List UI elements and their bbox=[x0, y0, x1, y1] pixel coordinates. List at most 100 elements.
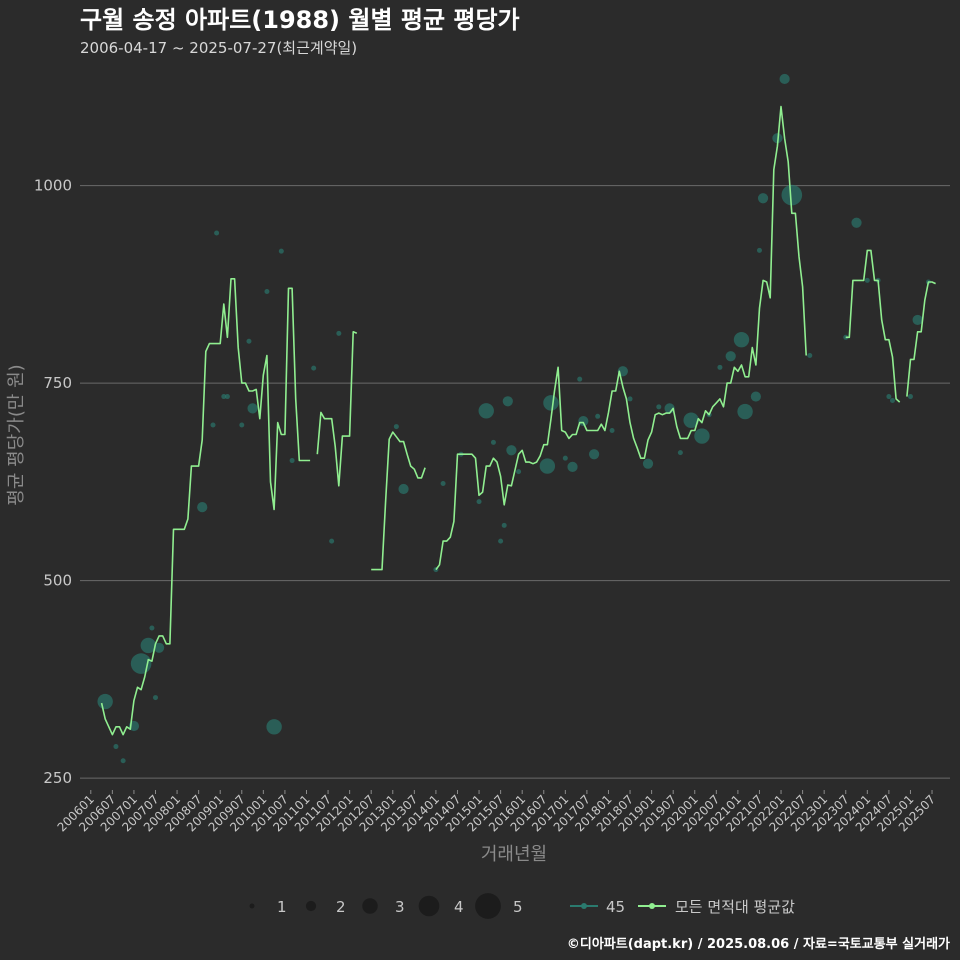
data-point bbox=[264, 288, 270, 294]
data-point bbox=[149, 625, 155, 631]
data-point bbox=[595, 413, 601, 419]
data-point bbox=[329, 538, 335, 544]
data-point bbox=[757, 193, 769, 204]
data-point bbox=[578, 415, 589, 427]
average-line-segment bbox=[906, 281, 936, 397]
data-point bbox=[889, 398, 895, 404]
x-axis-title: 거래년월 bbox=[481, 844, 547, 865]
data-point bbox=[214, 230, 220, 236]
average-line-segment bbox=[371, 431, 426, 571]
data-point bbox=[577, 376, 583, 382]
legend-label-average: 모든 면적대 평균값 bbox=[675, 898, 795, 916]
data-point bbox=[498, 538, 504, 544]
data-point bbox=[886, 394, 892, 400]
data-point bbox=[246, 338, 252, 344]
data-point bbox=[562, 455, 568, 461]
data-point bbox=[694, 428, 710, 444]
average-line-segment bbox=[316, 331, 358, 487]
data-point bbox=[289, 458, 295, 464]
data-point bbox=[609, 428, 615, 434]
average-line-segment bbox=[100, 278, 311, 736]
size-legend-label: 3 bbox=[395, 898, 405, 916]
data-point bbox=[779, 73, 790, 85]
data-point bbox=[656, 404, 662, 410]
data-point bbox=[266, 719, 282, 735]
y-axis-title: 평균 평당가(만 원) bbox=[6, 364, 27, 505]
data-point bbox=[210, 422, 216, 428]
data-point bbox=[516, 469, 522, 475]
y-tick-label: 500 bbox=[43, 572, 72, 590]
data-point bbox=[130, 653, 152, 674]
series-legend: 45 모든 면적대 평균값 bbox=[570, 898, 795, 916]
y-tick-label: 1000 bbox=[34, 177, 72, 195]
y-axis-ticks: 250 500 750 1000 bbox=[34, 177, 72, 788]
size-legend-dot bbox=[362, 898, 378, 914]
data-point bbox=[97, 693, 113, 710]
series-average-line bbox=[100, 105, 936, 736]
size-legend-dot bbox=[249, 903, 255, 909]
data-point bbox=[221, 394, 227, 400]
data-point bbox=[543, 395, 559, 411]
data-point bbox=[642, 458, 654, 469]
size-legend-label: 5 bbox=[513, 898, 523, 916]
data-point bbox=[567, 461, 578, 472]
size-legend: 1 2 3 4 5 bbox=[249, 893, 523, 919]
data-point bbox=[478, 403, 494, 419]
data-point bbox=[476, 499, 482, 505]
series-45-points bbox=[97, 73, 931, 764]
size-legend-label: 4 bbox=[454, 898, 464, 916]
data-point bbox=[588, 449, 600, 460]
source-caption: ©디아파트(dapt.kr) / 2025.08.06 / 자료=국토교통부 실… bbox=[567, 936, 950, 952]
y-tick-label: 250 bbox=[43, 769, 72, 787]
size-legend-dot bbox=[418, 895, 440, 917]
chart-subtitle: 2006-04-17 ~ 2025-07-27(최근계약일) bbox=[80, 39, 357, 57]
size-legend-label: 2 bbox=[336, 898, 346, 916]
chart-title: 구월 송정 아파트(1988) 월별 평균 평당가 bbox=[80, 6, 520, 34]
data-point bbox=[502, 396, 513, 407]
data-point bbox=[239, 422, 245, 428]
data-point bbox=[393, 424, 399, 430]
data-point bbox=[490, 439, 496, 445]
size-legend-label: 1 bbox=[277, 898, 287, 916]
data-point bbox=[506, 445, 517, 456]
data-point bbox=[807, 352, 813, 358]
data-point bbox=[311, 365, 317, 371]
data-point bbox=[627, 396, 633, 402]
legend-key-average-dot bbox=[649, 903, 655, 909]
data-point bbox=[120, 758, 126, 764]
y-tick-label: 750 bbox=[43, 374, 72, 392]
data-point bbox=[907, 394, 913, 400]
data-point bbox=[750, 391, 761, 402]
data-point bbox=[912, 314, 923, 326]
data-point bbox=[153, 642, 165, 653]
size-legend-dot bbox=[475, 893, 501, 919]
data-point bbox=[197, 502, 208, 513]
data-point bbox=[737, 403, 753, 420]
average-line-segment bbox=[435, 105, 807, 571]
data-point bbox=[781, 184, 803, 206]
data-point bbox=[152, 695, 158, 701]
data-point bbox=[113, 744, 119, 750]
data-point bbox=[398, 483, 409, 495]
data-point bbox=[278, 248, 284, 254]
size-legend-dot bbox=[305, 900, 317, 912]
data-point bbox=[224, 394, 230, 400]
legend-label-45: 45 bbox=[606, 898, 625, 916]
data-point bbox=[725, 351, 736, 362]
data-point bbox=[440, 480, 446, 486]
average-line-segment bbox=[845, 249, 901, 403]
data-point bbox=[683, 412, 699, 428]
data-point bbox=[851, 217, 862, 228]
data-point bbox=[717, 364, 723, 370]
data-point bbox=[733, 331, 750, 348]
data-point bbox=[864, 277, 870, 283]
data-point bbox=[756, 247, 762, 253]
data-point bbox=[501, 522, 507, 528]
data-point bbox=[247, 403, 258, 414]
data-point bbox=[539, 458, 556, 474]
legend-key-45-dot bbox=[581, 903, 587, 909]
data-point bbox=[336, 330, 342, 336]
grid-lines bbox=[80, 185, 950, 779]
